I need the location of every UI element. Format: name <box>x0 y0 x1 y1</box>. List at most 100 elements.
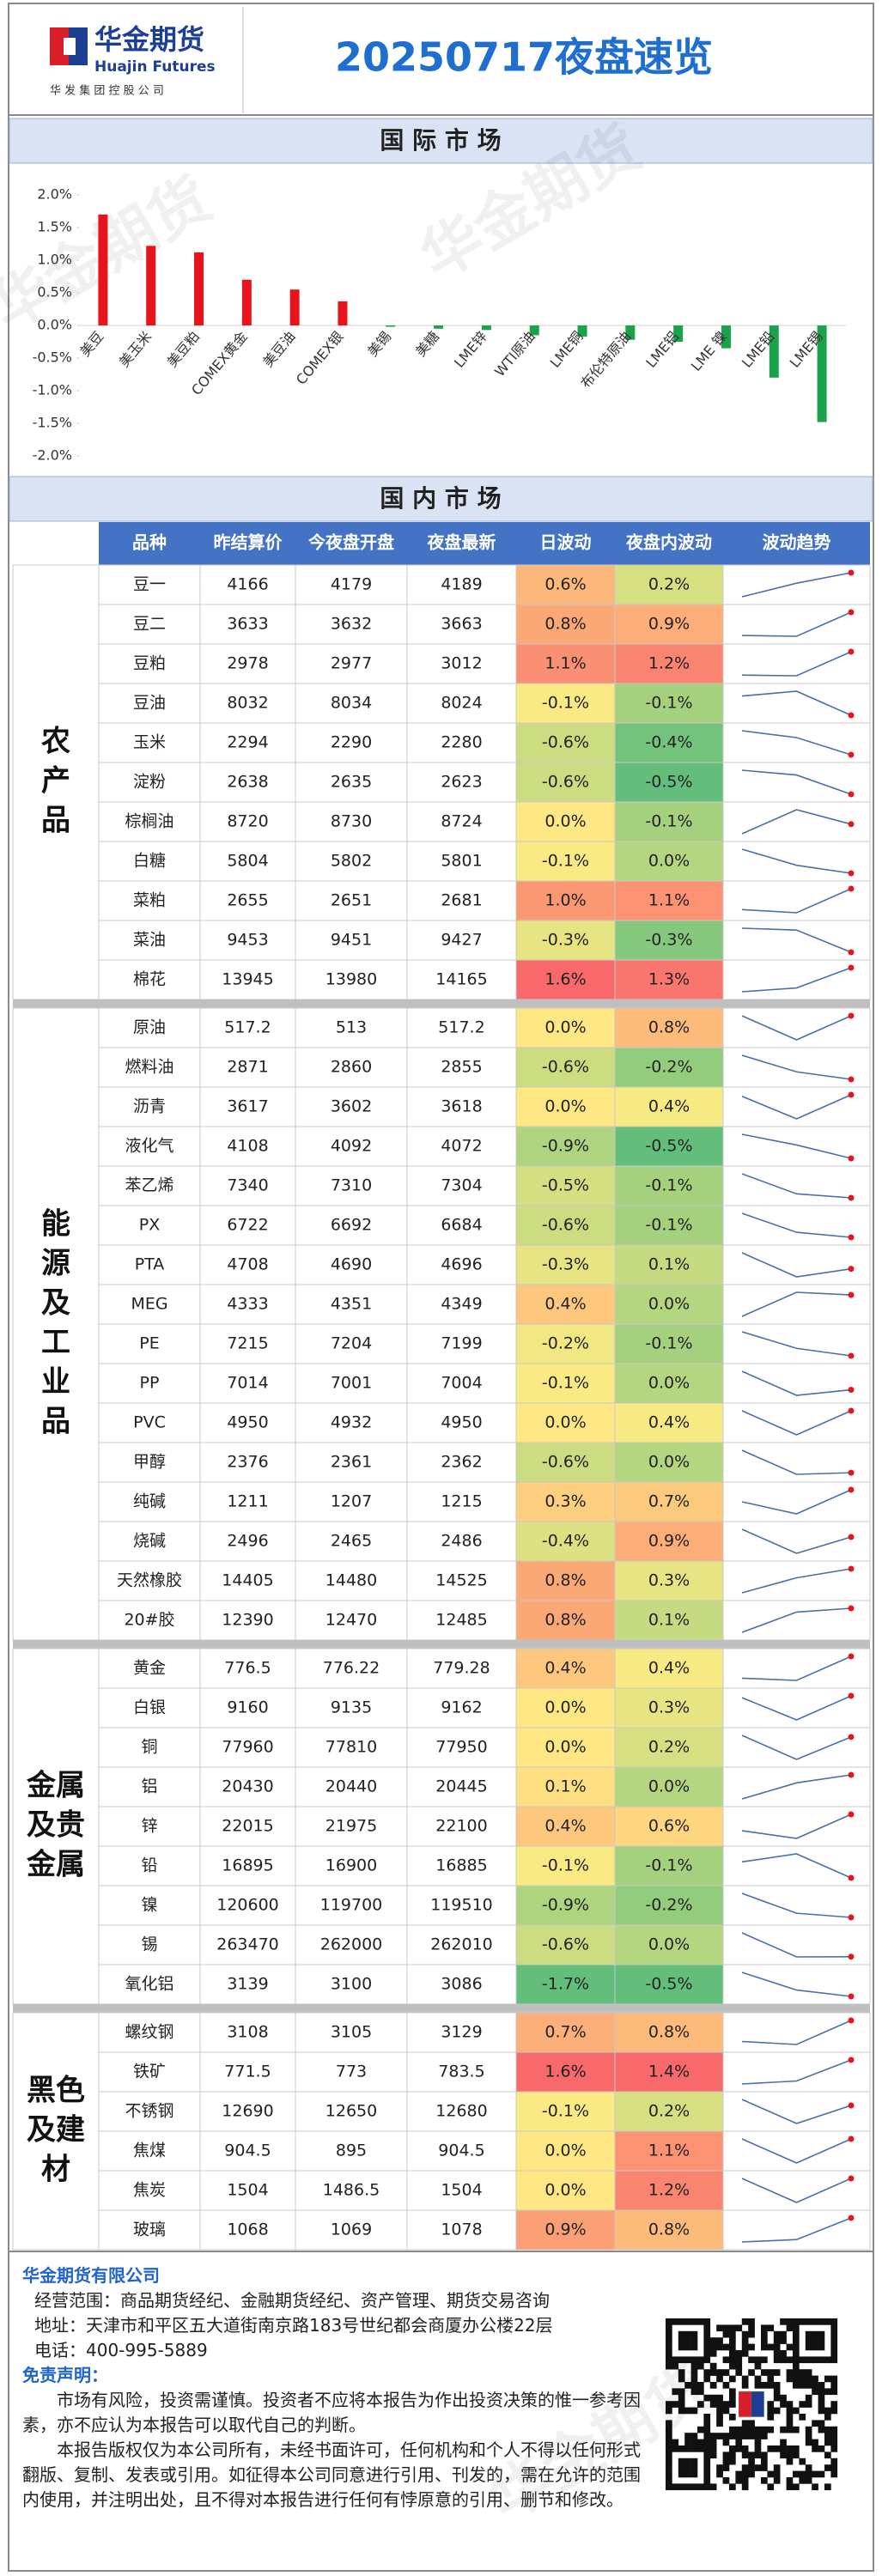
cell-value: 5801 <box>441 852 482 871</box>
y-tick-label: -1.5% <box>33 415 72 431</box>
qr-module <box>684 2407 691 2415</box>
qr-module <box>678 2369 685 2376</box>
qr-module <box>830 2458 838 2465</box>
qr-module <box>780 2350 787 2357</box>
table-cell <box>199 1126 296 1167</box>
cell-value: 262010 <box>430 1935 493 1954</box>
table-cell <box>98 1648 201 1689</box>
row-name: 白糖 <box>133 852 166 871</box>
qr-module <box>830 2464 838 2471</box>
sparkline <box>741 730 852 756</box>
table-cell <box>515 1323 616 1364</box>
qr-module <box>684 2464 691 2471</box>
sparkline <box>741 1133 852 1159</box>
table-cell <box>722 841 871 882</box>
qr-module <box>761 2477 768 2484</box>
qr-module <box>748 2470 755 2478</box>
table-cell <box>295 2170 408 2211</box>
qr-module <box>754 2439 762 2446</box>
table-cell <box>199 1007 296 1048</box>
table-cell <box>614 1924 724 1965</box>
cell-value: 4166 <box>227 575 268 594</box>
cell-value: 0.3% <box>648 1698 690 1717</box>
row-name: PTA <box>135 1255 165 1274</box>
cell-value: 0.0% <box>544 1698 586 1717</box>
cell-value: 0.1% <box>648 1255 690 1274</box>
qr-module <box>824 2388 831 2396</box>
table-cell <box>515 1363 616 1404</box>
table-cell <box>406 1885 517 1926</box>
table-cell <box>98 1845 201 1886</box>
qr-module <box>690 2382 698 2389</box>
table-cell <box>199 1481 296 1522</box>
qr-module <box>830 2318 838 2325</box>
table-cell <box>295 1806 408 1847</box>
qr-module <box>666 2445 672 2452</box>
table-cell <box>199 1845 296 1886</box>
qr-logo-red <box>739 2391 751 2417</box>
table-cell <box>515 2130 616 2172</box>
cell-value: -0.3% <box>542 931 589 950</box>
table-cell <box>406 643 517 684</box>
sparkline <box>741 927 852 953</box>
table-cell <box>515 1007 616 1048</box>
row-name: 焦煤 <box>133 2142 166 2160</box>
qr-module <box>729 2426 736 2433</box>
sparkline <box>741 1695 852 1721</box>
qr-module <box>703 2375 711 2383</box>
qr-module <box>716 2337 723 2344</box>
qr-module <box>741 2483 749 2491</box>
cell-value: 12390 <box>222 1611 273 1630</box>
cell-value: 2977 <box>331 654 372 673</box>
cell-value: 0.4% <box>544 1817 586 1836</box>
qr-module <box>761 2337 768 2344</box>
table-cell <box>199 1964 296 2005</box>
table-cell <box>515 1086 616 1127</box>
cell-value: 0.7% <box>544 2023 586 2042</box>
cell-value: 8720 <box>227 812 268 831</box>
sparkline-end <box>848 2175 855 2182</box>
qr-module <box>722 2477 730 2484</box>
qr-module <box>729 2388 736 2396</box>
cell-value: 22100 <box>435 1817 487 1836</box>
table-cell <box>406 1560 517 1601</box>
qr-module <box>812 2483 818 2491</box>
sparkline <box>741 1853 852 1879</box>
row-name: 铜 <box>141 1738 157 1757</box>
cell-value: 4351 <box>331 1295 372 1314</box>
sparkline-end <box>848 609 855 616</box>
cell-value: 904.5 <box>438 2142 484 2160</box>
qr-module <box>773 2464 781 2471</box>
cell-value: 2294 <box>227 733 268 752</box>
sparkline <box>741 651 852 677</box>
cell-value: 77950 <box>435 1738 487 1757</box>
bar <box>721 325 731 349</box>
row-name: 豆二 <box>133 615 166 634</box>
cell-value: -0.1% <box>645 812 692 831</box>
qr-module <box>697 2318 704 2325</box>
x-tick-label: 美豆油 <box>259 328 298 370</box>
cell-value: 0.3% <box>648 1571 690 1590</box>
bar <box>817 325 827 422</box>
sparkline-end <box>848 1234 855 1241</box>
table-cell <box>406 1284 517 1325</box>
qr-module <box>741 2382 749 2389</box>
qr-module <box>824 2318 831 2325</box>
qr-module <box>793 2426 800 2433</box>
qr-module <box>697 2356 704 2364</box>
cell-value: 1.1% <box>648 891 690 910</box>
cell-value: 0.4% <box>544 1659 586 1678</box>
qr-module <box>773 2350 781 2357</box>
qr-module <box>748 2458 755 2465</box>
qr-module <box>812 2318 818 2325</box>
qr-module <box>793 2356 800 2364</box>
qr-module <box>830 2382 838 2389</box>
sparkline <box>741 1410 852 1436</box>
cell-value: 1211 <box>227 1492 268 1511</box>
table-cell <box>722 1766 871 1807</box>
qr-module <box>748 2343 755 2351</box>
qr-module <box>799 2477 806 2484</box>
sparkline-end <box>848 1469 855 1476</box>
cell-value: 4092 <box>331 1137 372 1156</box>
cell-value: 14480 <box>325 1571 377 1590</box>
